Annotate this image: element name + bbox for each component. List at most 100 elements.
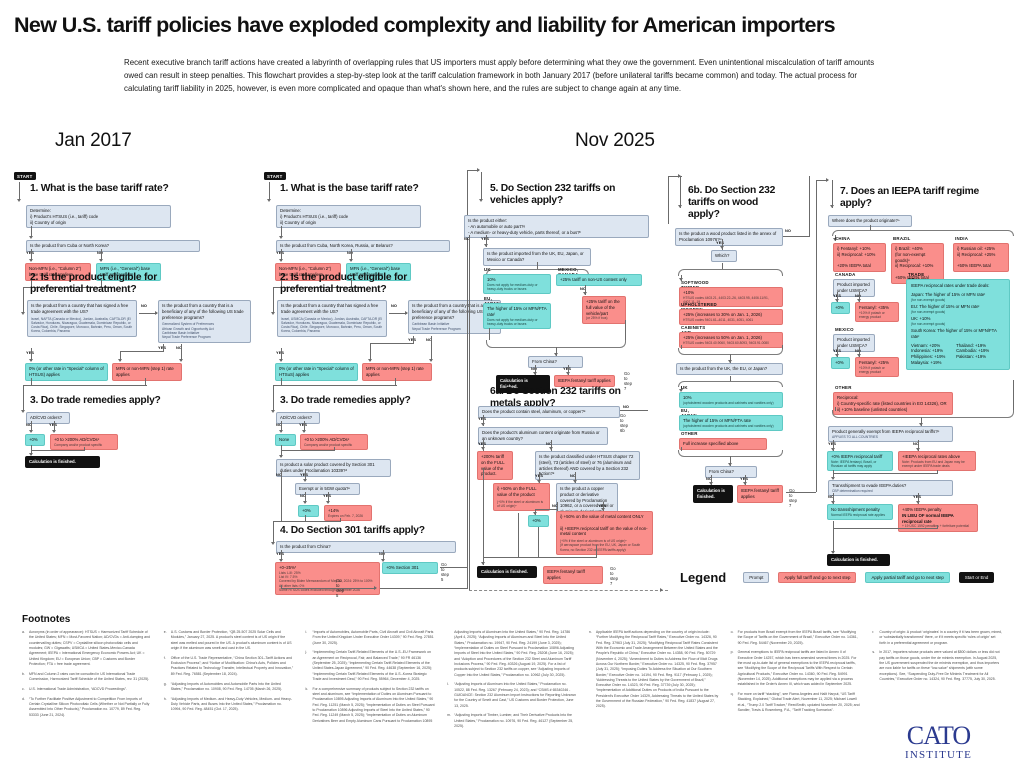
trade-grid: Vietnam: +20% Thailand: +19% Indonesia: +1… <box>911 343 1005 366</box>
node-2025-mexico-zero: +0% <box>831 357 850 369</box>
node-2017-adcvd-none: +0% <box>25 434 45 446</box>
label-no: NO <box>276 472 283 477</box>
footnote-marker: h. <box>163 696 167 701</box>
era-heading-2025: Nov 2025 <box>575 130 655 151</box>
section-heading-2025-4: 4. Do Section 301 tariffs apply? <box>280 525 425 536</box>
label-no: NO <box>464 236 471 241</box>
node-2017-determine: Determine: i) Product's HTSUS (i.e., tar… <box>26 205 171 229</box>
node-2025-q-ieepa-exempt: Product generally exempt from IEEPA reci… <box>828 426 953 443</box>
trade-line: (for non-exempt goods) <box>911 297 946 302</box>
node-2025-canada-fentanyl: Fentanyl: +35% +10% if potash or energy … <box>855 302 899 323</box>
label-no: NO <box>26 422 33 427</box>
footnote-marker: q. <box>730 692 734 697</box>
node-2017-mfn-rate: MFN or non-MFN (step 1) rate applies <box>112 363 182 381</box>
node-2025-wood-uk: 10% (upholstered wooden products and cab… <box>679 392 783 409</box>
node-label: Fentanyl: +35% <box>859 305 889 310</box>
goto-step5-a: Go to step 5 <box>441 562 449 582</box>
node-fine-print: Expires on Feb. 7, 2026 <box>328 513 364 518</box>
node-2025-q-5gw-quota: Exempt or in 5GW quota?ᵉ <box>295 483 360 495</box>
node-2025-adcvd-rate: +0 to >200% AD/CVDsᶜ Company and/or prod… <box>300 434 368 451</box>
node-2025-metals-50-content: i) +50% on the value of metal content ON… <box>556 511 653 556</box>
node-2025-special-rate: 0% (or other rate in “Special” column of… <box>275 363 358 381</box>
label-no: NO <box>828 494 835 499</box>
group-label-canada: CANADA <box>835 272 856 277</box>
node-2025-q-transship: Transshipment to evade IEEPA duties? CBP… <box>828 480 953 497</box>
cato-institute-logo: CATO INSTITUTE <box>904 723 972 761</box>
trade-grid-cell: Vietnam: +20% <box>911 342 941 348</box>
node-2025-adcvd-none: None <box>275 434 296 446</box>
node-2025-ieepa-brazil: i) Brazil: +40% (for non-exempt goods)ᵒ … <box>891 243 944 284</box>
label-yes: YES <box>408 337 416 342</box>
footnote-text: For products from Brazil exempt from the… <box>737 630 858 645</box>
group-label-india: INDIA <box>955 236 969 241</box>
label-yes: YES <box>598 503 606 508</box>
node-fine-print: Israel, USMCA (Canada or Mexico), Jordan… <box>281 316 383 334</box>
label-no: NO <box>785 228 792 233</box>
logo-subtitle: INSTITUTE <box>904 749 972 761</box>
node-label: +10% <box>683 290 695 295</box>
footnote-item: d. “To Further Facilitate Positive Adjust… <box>22 697 152 718</box>
section-heading-2025-2: 2. Is the product eligible for preferent… <box>280 272 407 295</box>
label-yes: YES <box>26 350 34 355</box>
footnote-marker: k. <box>305 686 309 691</box>
label-no: NO <box>379 551 385 556</box>
node-2025-q-htsus-72-73-76: Is the product classified under HTSUS ch… <box>535 451 640 481</box>
node-2025-mexico-fentanyl: Fentanyl: +25% +10% if potash or energy … <box>855 357 899 378</box>
section-heading-2017-3: 3. Do trade remedies apply? <box>30 395 161 406</box>
footnote-item: q. For more on tariff “stacking”, see Fia… <box>731 692 861 713</box>
trade-line: EU: The higher of 15% or MFN rateᵗ <box>911 303 980 309</box>
footnote-item: e. U.S. Customs and Border Protection, “Q… <box>164 630 294 651</box>
node-2025-q-wood: Is the product a wood product listed in … <box>675 228 783 246</box>
label-yes: YES <box>478 441 486 446</box>
node-2025-wood-eu: The higher of 15% or MFN/FTA rate (uphol… <box>679 415 783 432</box>
node-label: +40% IEEPA penalty <box>902 507 942 512</box>
legend-title: Legend <box>680 570 727 585</box>
footnote-marker: b. <box>22 671 25 676</box>
node-label: +0–25%ᶠ <box>279 565 296 570</box>
label-no: NO <box>706 476 713 481</box>
node-label-emphasis: IN LIEU OF normal IEEPA reciprocal rate <box>902 512 954 524</box>
node-2025-q-adcvd: AD/CVD orders? <box>276 412 320 424</box>
label-yes: YES <box>833 293 841 298</box>
footnote-item: m. “Adjusting Imports of Timber, Lumber, … <box>447 713 577 729</box>
node-label: 10% <box>487 277 496 282</box>
footnote-text: Acronyms (in order of appearance): HTSUS… <box>29 630 150 666</box>
footnote-text: “Imports of Automobiles, Automobile Part… <box>312 630 434 645</box>
legend-chip-black: Start or End <box>958 571 995 584</box>
label-yes: YES <box>563 366 571 371</box>
node-2025-wood-from-china: From China? <box>705 466 757 478</box>
footnote-marker: f. <box>163 655 166 660</box>
footnote-text: MFN and Column 2 rates can be consulted … <box>29 671 150 681</box>
section-heading-2025-5: 5. Do Section 232 tariffs on vehicles ap… <box>490 183 616 206</box>
footnote-item: Adjusting Imports of Aluminum Into the U… <box>447 630 577 678</box>
node-2025-no-transship-penalty: No transshipment penalty Normal IEEPA re… <box>827 504 893 521</box>
footnote-marker <box>447 630 454 678</box>
section-heading-2017-1: 1. What is the base tariff rate? <box>30 183 169 194</box>
node-label: 10% <box>683 395 692 400</box>
footnote-text: Office of the U.S. Trade Representative,… <box>170 655 294 676</box>
label-no: NO <box>913 441 920 446</box>
footnote-marker: p. <box>730 650 734 655</box>
group-label-ieepa-other: OTHER <box>835 385 852 390</box>
node-label: i) +50% on the value of metal content ON… <box>560 514 648 537</box>
legend-chip-teal: Apply partial tariff and go to next step <box>865 571 950 584</box>
node-2025-final-end: Calculation is finished. <box>827 554 890 566</box>
group-label-china: CHINA <box>835 236 851 241</box>
node-2017-q-adcvd: AD/CVD orders? <box>26 412 70 424</box>
node-label: +25% tariff on the full value of the veh… <box>586 299 620 316</box>
node-fine-print: APPLIES TO ALL COUNTRIES <box>832 434 878 439</box>
node-fine-print: HTSUS codes 4403.21, 4403.22–26, 4403.95… <box>683 295 769 305</box>
trade-line: (for non-exempt goods) <box>911 309 946 314</box>
footnote-column: r. Country of origin: A product ‘originat… <box>872 630 1002 770</box>
node-fine-print: Note: IEEPA fentanyl, Brazil, or Russian… <box>831 459 877 469</box>
goto-step7-wood: Go to step 7 <box>789 488 797 508</box>
label-yes: YES <box>276 551 284 556</box>
node-2025-exempt-zero: +0% IEEPA reciprocal tariff Note: IEEPA … <box>827 451 893 472</box>
node-label: +0 to >200% AD/CVDsᶜ <box>304 437 350 442</box>
footnote-marker: s. <box>872 650 876 655</box>
node-fine-print: CBP determination required <box>832 488 873 493</box>
legend-chip-prompt: Prompt <box>743 571 770 584</box>
label-no: NO <box>855 348 861 353</box>
label-no: NO <box>580 286 587 291</box>
footnote-text: U.S. International Trade Administration,… <box>29 686 127 691</box>
